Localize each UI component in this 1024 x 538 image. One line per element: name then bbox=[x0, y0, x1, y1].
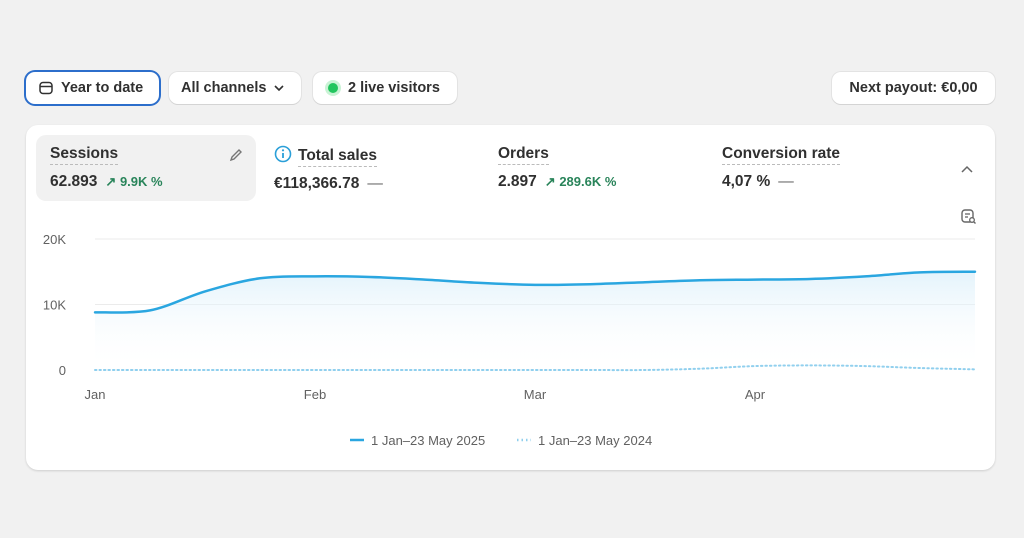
metric-label: Total sales bbox=[298, 147, 377, 167]
metric-value: 62.893 bbox=[50, 173, 98, 190]
metric-conversion-rate[interactable]: Conversion rate 4,07 % — bbox=[708, 135, 928, 201]
metric-delta: — bbox=[778, 173, 794, 190]
delta-text: 9.9K % bbox=[119, 174, 163, 189]
metric-delta: ↗ 289.6K % bbox=[544, 174, 617, 189]
metric-total-sales[interactable]: Total sales €118,366.78 — bbox=[260, 135, 480, 201]
chevron-down-icon bbox=[274, 85, 284, 92]
metric-value: 2.897 bbox=[498, 173, 537, 190]
next-payout-label: Next payout: €0,00 bbox=[849, 80, 978, 96]
metric-orders[interactable]: Orders 2.897 ↗ 289.6K % bbox=[484, 135, 704, 201]
channels-dropdown[interactable]: All channels bbox=[169, 72, 301, 104]
metric-sessions[interactable]: Sessions 62.893 ↗ 9.9K % bbox=[36, 135, 256, 201]
live-dot-icon bbox=[328, 83, 338, 93]
live-visitors-button[interactable]: 2 live visitors bbox=[313, 72, 457, 104]
date-range-label: Year to date bbox=[61, 80, 144, 96]
pencil-icon[interactable] bbox=[228, 147, 244, 163]
channels-label: All channels bbox=[181, 80, 267, 96]
metric-value: €118,366.78 bbox=[274, 175, 360, 192]
sessions-card: Sessions 62.893 ↗ 9.9K % Total sales €11… bbox=[26, 125, 995, 470]
metric-delta: — bbox=[367, 175, 383, 192]
calendar-icon bbox=[39, 81, 53, 95]
collapse-chevron-icon[interactable] bbox=[960, 163, 974, 177]
date-range-button[interactable]: Year to date bbox=[26, 72, 159, 104]
metric-label: Conversion rate bbox=[722, 145, 841, 165]
delta-text: 289.6K % bbox=[559, 174, 617, 189]
metric-value: 4,07 % bbox=[722, 173, 771, 190]
live-visitors-label: 2 live visitors bbox=[348, 80, 440, 96]
metric-label: Orders bbox=[498, 145, 549, 165]
metric-label: Sessions bbox=[50, 145, 119, 165]
data-search-icon[interactable] bbox=[960, 208, 977, 225]
metric-delta: ↗ 9.9K % bbox=[105, 174, 163, 189]
info-icon[interactable] bbox=[274, 145, 292, 163]
next-payout-button[interactable]: Next payout: €0,00 bbox=[832, 72, 995, 104]
